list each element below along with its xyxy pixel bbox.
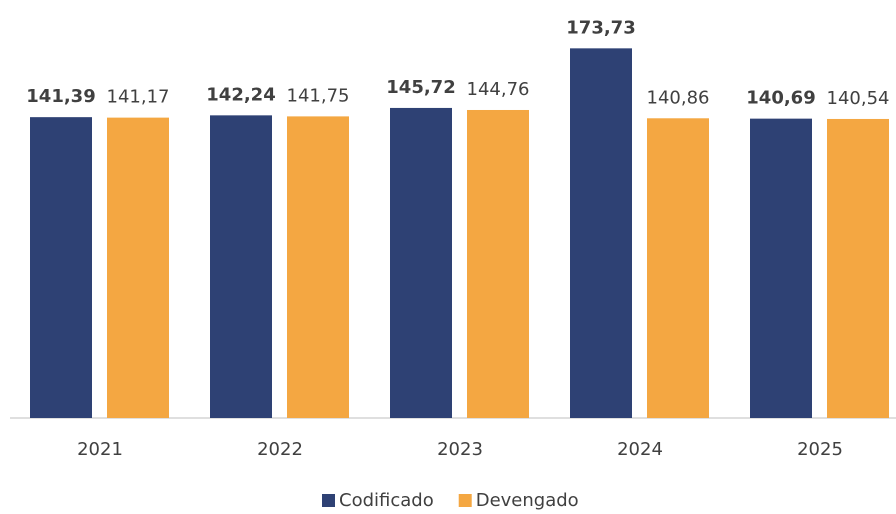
legend-label: Codificado [339, 490, 434, 511]
data-label: 141,75 [287, 85, 350, 106]
legend-label: Devengado [476, 490, 579, 511]
bar [570, 48, 632, 419]
bar [467, 109, 529, 419]
bar [107, 117, 169, 418]
data-label: 140,69 [746, 88, 815, 109]
bar [287, 116, 349, 418]
data-label: 145,72 [386, 77, 455, 98]
bar [750, 118, 812, 418]
x-tick-label: 2023 [437, 439, 483, 460]
data-label: 140,54 [827, 88, 890, 109]
data-label: 140,86 [647, 87, 710, 108]
bar [30, 117, 92, 418]
x-tick-label: 2025 [797, 439, 843, 460]
x-tick-label: 2022 [257, 439, 303, 460]
data-label: 142,24 [206, 84, 275, 105]
legend-swatch [458, 494, 472, 507]
bar [390, 107, 452, 419]
bar [827, 118, 889, 419]
x-tick-label: 2024 [617, 439, 663, 460]
legend-swatch [322, 494, 335, 507]
bar [210, 115, 272, 419]
bar [647, 118, 709, 418]
x-tick-label: 2021 [77, 439, 123, 460]
data-label: 141,17 [107, 87, 170, 108]
data-label: 144,76 [467, 79, 530, 100]
data-label: 141,39 [26, 86, 95, 107]
data-label: 173,73 [566, 17, 635, 38]
